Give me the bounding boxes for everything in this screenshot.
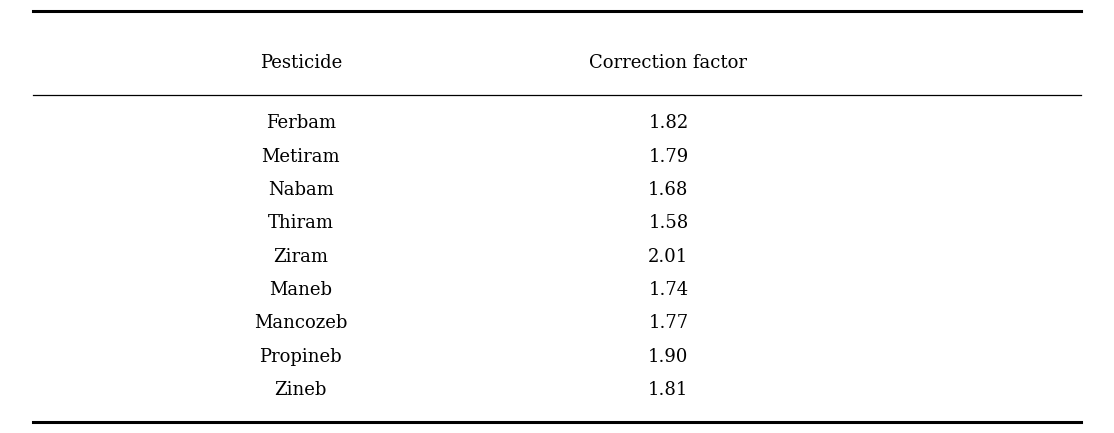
Text: Ziram: Ziram — [273, 248, 329, 266]
Text: 1.82: 1.82 — [648, 114, 688, 132]
Text: Mancozeb: Mancozeb — [254, 314, 348, 333]
Text: 1.74: 1.74 — [648, 281, 688, 299]
Text: Thiram: Thiram — [267, 214, 334, 233]
Text: Nabam: Nabam — [267, 181, 334, 199]
Text: 1.79: 1.79 — [648, 148, 688, 166]
Text: Correction factor: Correction factor — [589, 54, 747, 72]
Text: 1.68: 1.68 — [648, 181, 688, 199]
Text: 1.81: 1.81 — [648, 381, 688, 399]
Text: 1.77: 1.77 — [648, 314, 688, 333]
Text: 1.90: 1.90 — [648, 348, 688, 366]
Text: 2.01: 2.01 — [648, 248, 688, 266]
Text: 1.58: 1.58 — [648, 214, 688, 233]
Text: Propineb: Propineb — [260, 348, 342, 366]
Text: Pesticide: Pesticide — [260, 54, 342, 72]
Text: Maneb: Maneb — [270, 281, 332, 299]
Text: Zineb: Zineb — [274, 381, 328, 399]
Text: Metiram: Metiram — [262, 148, 340, 166]
Text: Ferbam: Ferbam — [266, 114, 335, 132]
